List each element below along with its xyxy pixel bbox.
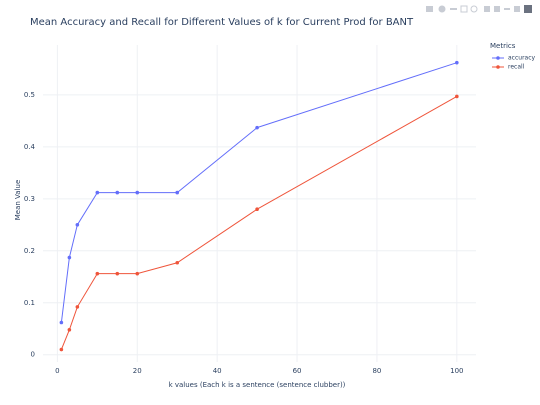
grid (43, 45, 476, 362)
data-point (67, 255, 72, 260)
data-point (175, 260, 180, 265)
data-point (59, 347, 64, 352)
series-line (60, 96, 458, 350)
legend-marker (496, 65, 500, 69)
zoom-icon[interactable] (438, 5, 446, 13)
series-line (60, 62, 457, 323)
y-axis-label: Mean Value (14, 180, 22, 221)
x-tick-label: 60 (293, 367, 302, 375)
y-tick-label: 0.4 (24, 143, 36, 151)
data-point (255, 207, 259, 212)
data-point (115, 271, 120, 276)
zoom-in-icon[interactable] (484, 6, 490, 12)
data-point (95, 271, 100, 276)
reset-icon[interactable] (514, 6, 520, 12)
autoscale-icon[interactable] (504, 8, 510, 10)
camera-icon[interactable] (426, 6, 433, 12)
data-point (175, 190, 180, 195)
legend-label: recall (508, 64, 525, 71)
x-tick-label: 100 (450, 367, 463, 375)
legend-marker (496, 56, 500, 60)
select-icon[interactable] (460, 5, 468, 13)
data-point (95, 190, 100, 195)
data-point (455, 94, 459, 99)
y-tick-label: 0 (31, 351, 35, 359)
pan-icon[interactable] (450, 8, 457, 10)
chart-title: Mean Accuracy and Recall for Different V… (30, 17, 414, 28)
y-tick-label: 0.3 (24, 195, 35, 203)
data-point (59, 320, 64, 325)
plotly-logo[interactable] (524, 5, 532, 13)
data-point (455, 60, 459, 65)
x-tick-label: 40 (213, 367, 222, 375)
data-point (135, 190, 140, 195)
data-point (135, 271, 140, 276)
legend-title: Metrics (490, 42, 516, 50)
y-tick-label: 0.1 (24, 299, 35, 307)
data-point (115, 190, 120, 195)
y-tick-label: 0.5 (24, 91, 35, 99)
x-tick-label: 0 (55, 367, 59, 375)
data-point (255, 125, 259, 130)
zoom-out-icon[interactable] (494, 6, 500, 12)
y-tick-label: 0.2 (24, 247, 35, 255)
modebar (426, 5, 532, 13)
x-tick-label: 20 (133, 367, 142, 375)
data-point (75, 305, 80, 309)
legend-label: accuracy (508, 55, 536, 62)
x-tick-label: 80 (372, 367, 381, 375)
lasso-icon[interactable] (470, 5, 478, 13)
data-point (75, 223, 80, 227)
data-point (67, 327, 72, 332)
x-axis-label: k values (Each k is a sentence (sentence… (169, 381, 346, 389)
